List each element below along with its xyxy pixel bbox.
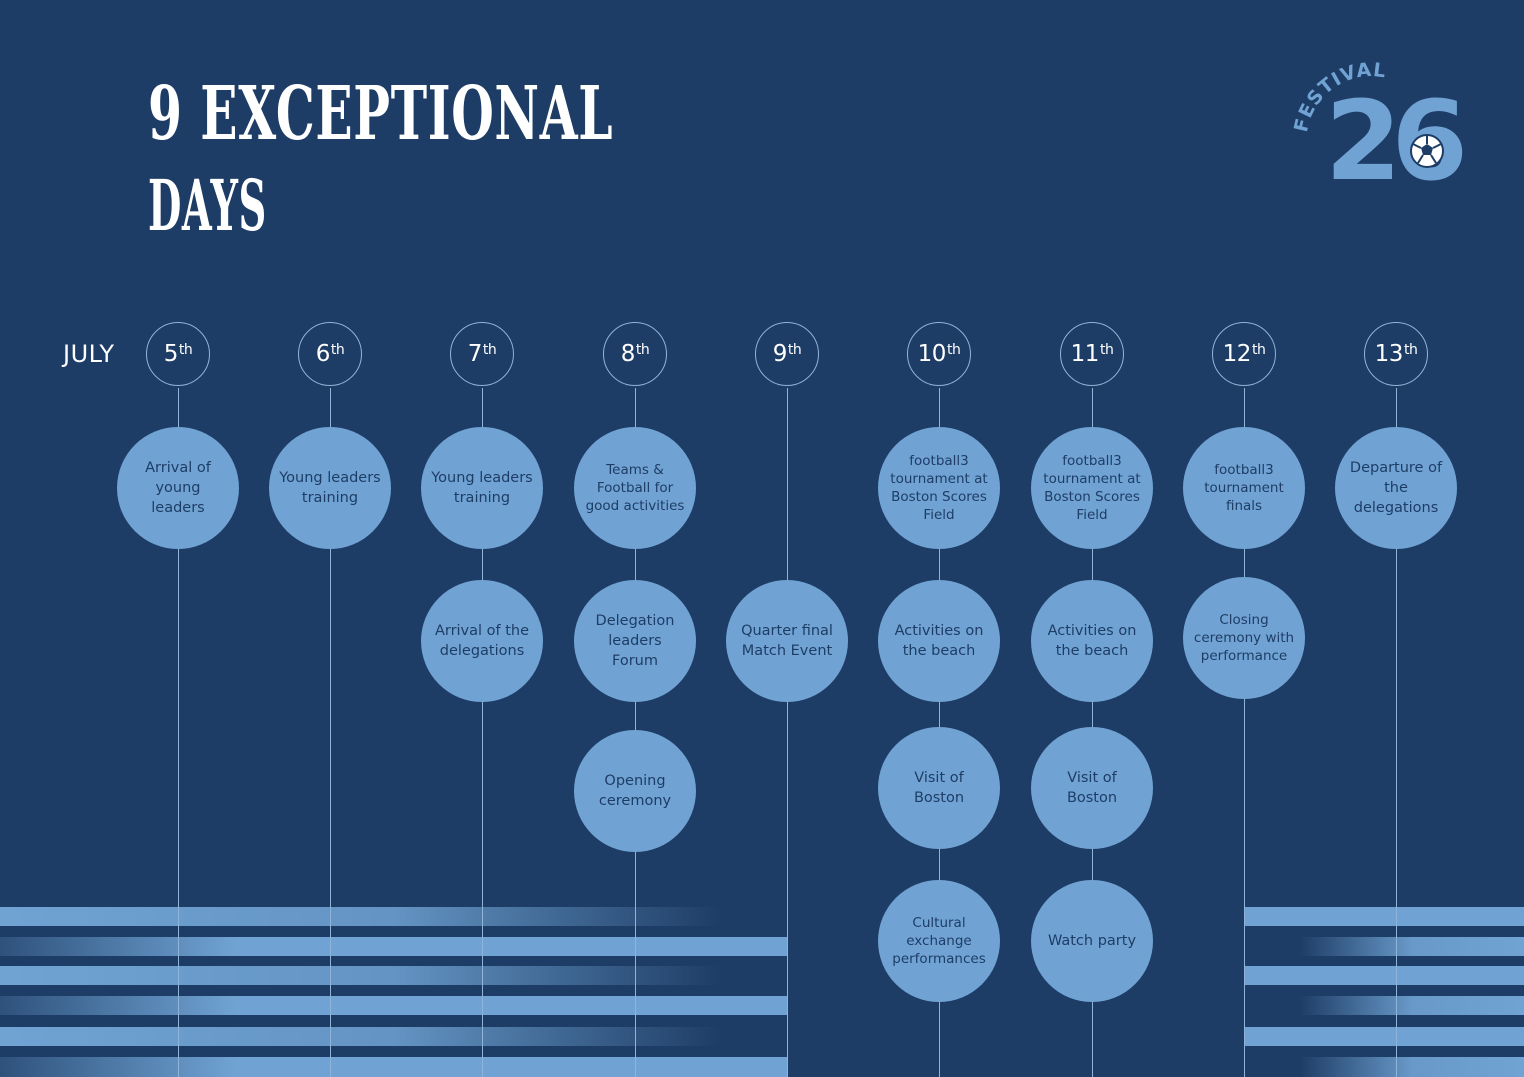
soccer-ball-icon <box>1410 134 1444 168</box>
event-circle: football3 tournament at Boston Scores Fi… <box>878 427 1000 549</box>
event-circle: Young leaders training <box>421 427 543 549</box>
day-connector-line <box>481 388 483 1077</box>
day-suffix: th <box>482 342 497 358</box>
day-suffix: th <box>787 342 802 358</box>
day-number: 8 <box>620 341 636 367</box>
event-circle: Departure of the delegations <box>1335 427 1457 549</box>
day-number: 11 <box>1070 341 1100 367</box>
event-circle: Quarter final Match Event <box>726 580 848 702</box>
day-suffix: th <box>1251 342 1266 358</box>
event-circle: football3 tournament at Boston Scores Fi… <box>1031 427 1153 549</box>
day-number: 13 <box>1374 341 1404 367</box>
event-circle: Arrival of young leaders <box>117 427 239 549</box>
page-title: 9 EXCEPTIONAL <box>148 71 614 157</box>
event-circle: Cultural exchange performances <box>878 880 1000 1002</box>
day-number: 10 <box>917 341 947 367</box>
page-subtitle: DAYS <box>148 164 267 247</box>
event-circle: Closing ceremony with performance <box>1183 577 1305 699</box>
day-suffix: th <box>635 342 650 358</box>
day-suffix: th <box>1099 342 1114 358</box>
day-number: 7 <box>467 341 483 367</box>
event-circle: Young leaders training <box>269 427 391 549</box>
day-number: 5 <box>163 341 179 367</box>
event-circle: Visit of Boston <box>878 727 1000 849</box>
event-circle: Visit of Boston <box>1031 727 1153 849</box>
event-circle: Delegation leaders Forum <box>574 580 696 702</box>
day-suffix: th <box>330 342 345 358</box>
day-suffix: th <box>178 342 193 358</box>
logo-number: 26 <box>1325 77 1463 195</box>
day-connector-line <box>1243 388 1245 1077</box>
day-number: 9 <box>772 341 788 367</box>
event-circle: Teams & Football for good activities <box>574 427 696 549</box>
festival-logo: FESTIVAL 26 <box>1290 59 1470 195</box>
day-suffix: th <box>946 342 961 358</box>
event-circle: Opening ceremony <box>574 730 696 852</box>
day-connector-line <box>1395 388 1397 1077</box>
day-connector-line <box>177 388 179 1077</box>
event-circle: football3 tournament finals <box>1183 427 1305 549</box>
day-connector-line <box>786 388 788 1077</box>
month-label: JULY <box>63 340 115 368</box>
event-circle: Activities on the beach <box>1031 580 1153 702</box>
day-connector-line <box>329 388 331 1077</box>
day-suffix: th <box>1403 342 1418 358</box>
event-circle: Arrival of the delegations <box>421 580 543 702</box>
day-number: 6 <box>315 341 331 367</box>
event-circle: Watch party <box>1031 880 1153 1002</box>
day-number: 12 <box>1222 341 1252 367</box>
event-circle: Activities on the beach <box>878 580 1000 702</box>
